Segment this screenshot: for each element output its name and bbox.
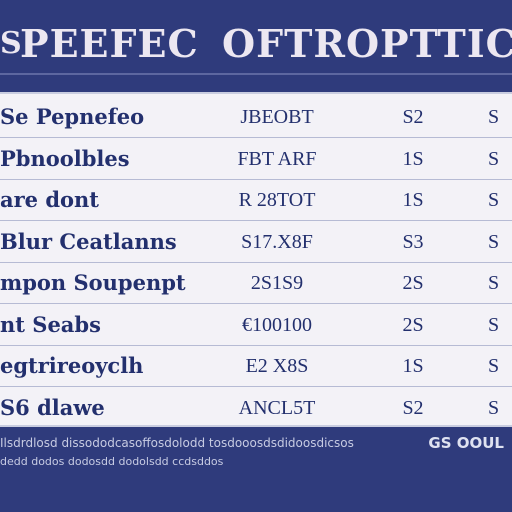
title-word-1: PEEFEC	[20, 21, 199, 66]
row-value-2: S	[488, 189, 500, 211]
row-code: FBT ARF	[237, 147, 317, 170]
row-value-1: 1S	[402, 189, 424, 211]
row-value-2: S	[488, 147, 500, 170]
row-value-2: S	[488, 355, 500, 377]
row-name: nt Seabs	[0, 311, 101, 337]
table-row: mpon Soupenpt 2S1S9 2S S	[0, 262, 512, 304]
row-code: E2 X8S	[245, 355, 309, 377]
table-row: egtrireoyclh E2 X8S 1S S	[0, 345, 512, 387]
page-title: S PEEFEC OFTROPTTIC	[0, 14, 512, 74]
footer-line-2: dedd dodos dodosdd dodolsdd ccdsddos	[0, 455, 224, 468]
title-left-mark: S	[0, 26, 23, 61]
footer-text-1: Ilsdrdlosd dissododcasoffosdolodd tosdoo…	[0, 436, 354, 450]
footer-tag: GS OOUL	[428, 434, 504, 452]
row-value-1: 2S	[402, 313, 424, 336]
row-code: R 28TOT	[238, 189, 316, 211]
row-name: Se Pepnefeo	[0, 104, 145, 129]
row-value-2: S	[488, 230, 500, 253]
row-value-1: 1S	[402, 355, 424, 377]
table-row: nt Seabs €100100 2S S	[0, 304, 512, 346]
footer: Ilsdrdlosd dissododcasoffosdolodd tosdoo…	[0, 432, 512, 492]
row-value-2: S	[488, 272, 500, 294]
table-row: S6 dlawe ANCL5T S2 S	[0, 387, 512, 429]
table-row: are dont R 28TOT 1S S	[0, 179, 512, 221]
title-word-2: OFTROPTTIC	[222, 21, 512, 66]
table-row: Pbnoolbles FBT ARF 1S S	[0, 138, 512, 180]
row-name: are dont	[0, 187, 100, 212]
row-value-2: S	[488, 106, 500, 128]
table-row: Blur Ceatlanns S17.X8F S3 S	[0, 221, 512, 263]
row-value-1: 2S	[402, 272, 424, 294]
row-name: Pbnoolbles	[0, 145, 130, 171]
row-code: 2S1S9	[250, 272, 304, 294]
row-name: egtrireoyclh	[0, 353, 144, 378]
row-value-1: S2	[402, 396, 424, 419]
table-row: Se Pepnefeo JBEOBT S2 S	[0, 96, 512, 138]
row-name: mpon Soupenpt	[0, 270, 186, 295]
data-table: Se Pepnefeo JBEOBT S2 S Pbnoolbles FBT ARF 1S S…	[0, 92, 512, 427]
row-name: Blur Ceatlanns	[0, 228, 177, 254]
row-value-2: S	[488, 313, 500, 336]
row-name: S6 dlawe	[0, 394, 105, 420]
row-value-1: S3	[402, 230, 424, 253]
row-value-2: S	[488, 396, 500, 419]
row-code: €100100	[242, 313, 312, 336]
header-divider	[0, 73, 512, 75]
row-code: JBEOBT	[240, 106, 314, 128]
footer-line-1: Ilsdrdlosd dissododcasoffosdolodd tosdoo…	[0, 432, 512, 454]
row-value-1: S2	[402, 106, 424, 128]
row-code: S17.X8F	[241, 230, 313, 253]
row-value-1: 1S	[402, 147, 424, 170]
row-code: ANCL5T	[238, 396, 316, 419]
